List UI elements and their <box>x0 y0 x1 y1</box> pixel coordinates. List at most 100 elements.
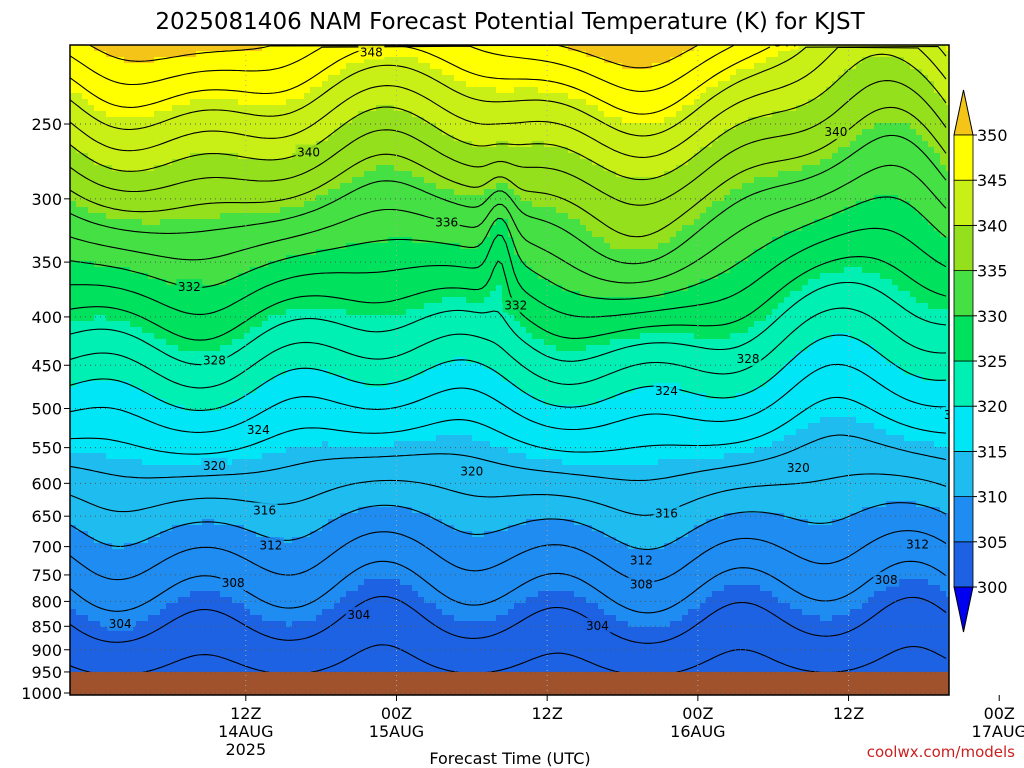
band-cell <box>154 339 161 346</box>
band-cell <box>304 381 311 388</box>
band-cell <box>154 603 161 610</box>
band-cell <box>232 147 239 154</box>
band-cell <box>94 507 101 514</box>
band-cell <box>106 645 113 652</box>
band-cell <box>208 117 215 124</box>
band-cell <box>112 585 119 592</box>
band-cell <box>118 525 125 532</box>
band-cell <box>250 489 257 496</box>
band-cell <box>274 111 281 118</box>
band-cell <box>196 663 203 670</box>
band-cell <box>232 81 239 88</box>
band-cell <box>208 159 215 166</box>
band-cell <box>136 423 143 430</box>
band-cell <box>316 447 323 454</box>
band-cell <box>274 471 281 478</box>
band-cell <box>316 663 323 670</box>
band-cell <box>268 591 275 598</box>
band-cell <box>130 135 137 142</box>
band-cell <box>250 279 257 286</box>
band-cell <box>184 489 191 496</box>
band-cell <box>112 645 119 652</box>
band-cell <box>130 459 137 466</box>
band-cell <box>208 645 215 652</box>
band-cell <box>76 423 83 430</box>
band-cell <box>286 363 293 370</box>
band-cell <box>130 525 137 532</box>
band-cell <box>280 165 287 172</box>
band-cell <box>118 219 125 226</box>
band-cell <box>316 303 323 310</box>
band-cell <box>274 591 281 598</box>
band-cell <box>148 309 155 316</box>
band-cell <box>76 429 83 436</box>
band-cell <box>310 297 317 304</box>
band-cell <box>310 177 317 184</box>
band-cell <box>178 219 185 226</box>
band-cell <box>298 627 305 634</box>
band-cell <box>334 645 341 652</box>
band-cell <box>190 189 197 196</box>
band-cell <box>328 573 335 580</box>
band-cell <box>154 351 161 358</box>
band-cell <box>142 159 149 166</box>
band-cell <box>202 537 209 544</box>
band-cell <box>76 51 83 58</box>
band-cell <box>148 549 155 556</box>
band-cell <box>328 471 335 478</box>
band-cell <box>160 93 167 100</box>
band-cell <box>244 537 251 544</box>
band-cell <box>70 567 77 574</box>
band-cell <box>178 243 185 250</box>
band-cell <box>88 579 95 586</box>
band-cell <box>202 237 209 244</box>
band-cell <box>244 615 251 622</box>
band-cell <box>130 645 137 652</box>
band-cell <box>322 645 329 652</box>
band-cell <box>154 105 161 112</box>
band-cell <box>280 483 287 490</box>
band-cell <box>142 255 149 262</box>
band-cell <box>94 105 101 112</box>
band-cell <box>256 183 263 190</box>
band-cell <box>172 375 179 382</box>
band-cell <box>202 507 209 514</box>
band-cell <box>124 393 131 400</box>
band-cell <box>106 135 113 142</box>
band-cell <box>184 459 191 466</box>
band-cell <box>274 453 281 460</box>
band-cell <box>196 315 203 322</box>
band-cell <box>154 567 161 574</box>
band-cell <box>202 69 209 76</box>
band-cell <box>172 345 179 352</box>
band-cell <box>220 237 227 244</box>
band-cell <box>154 639 161 646</box>
band-cell <box>130 153 137 160</box>
band-cell <box>172 603 179 610</box>
band-cell <box>202 99 209 106</box>
band-cell <box>280 243 287 250</box>
band-cell <box>118 195 125 202</box>
band-cell <box>304 297 311 304</box>
band-cell <box>94 165 101 172</box>
band-cell <box>94 213 101 220</box>
band-cell <box>208 417 215 424</box>
band-cell <box>154 87 161 94</box>
band-cell <box>334 75 341 82</box>
band-cell <box>310 111 317 118</box>
band-cell <box>112 345 119 352</box>
band-cell <box>292 615 299 622</box>
band-cell <box>298 663 305 670</box>
band-cell <box>88 519 95 526</box>
band-cell <box>142 63 149 70</box>
band-cell <box>160 639 167 646</box>
band-cell <box>220 501 227 508</box>
band-cell <box>304 501 311 508</box>
band-cell <box>166 657 173 664</box>
band-cell <box>238 501 245 508</box>
band-cell <box>166 579 173 586</box>
band-cell <box>124 189 131 196</box>
band-cell <box>190 357 197 364</box>
band-cell <box>118 465 125 472</box>
band-cell <box>232 495 239 502</box>
